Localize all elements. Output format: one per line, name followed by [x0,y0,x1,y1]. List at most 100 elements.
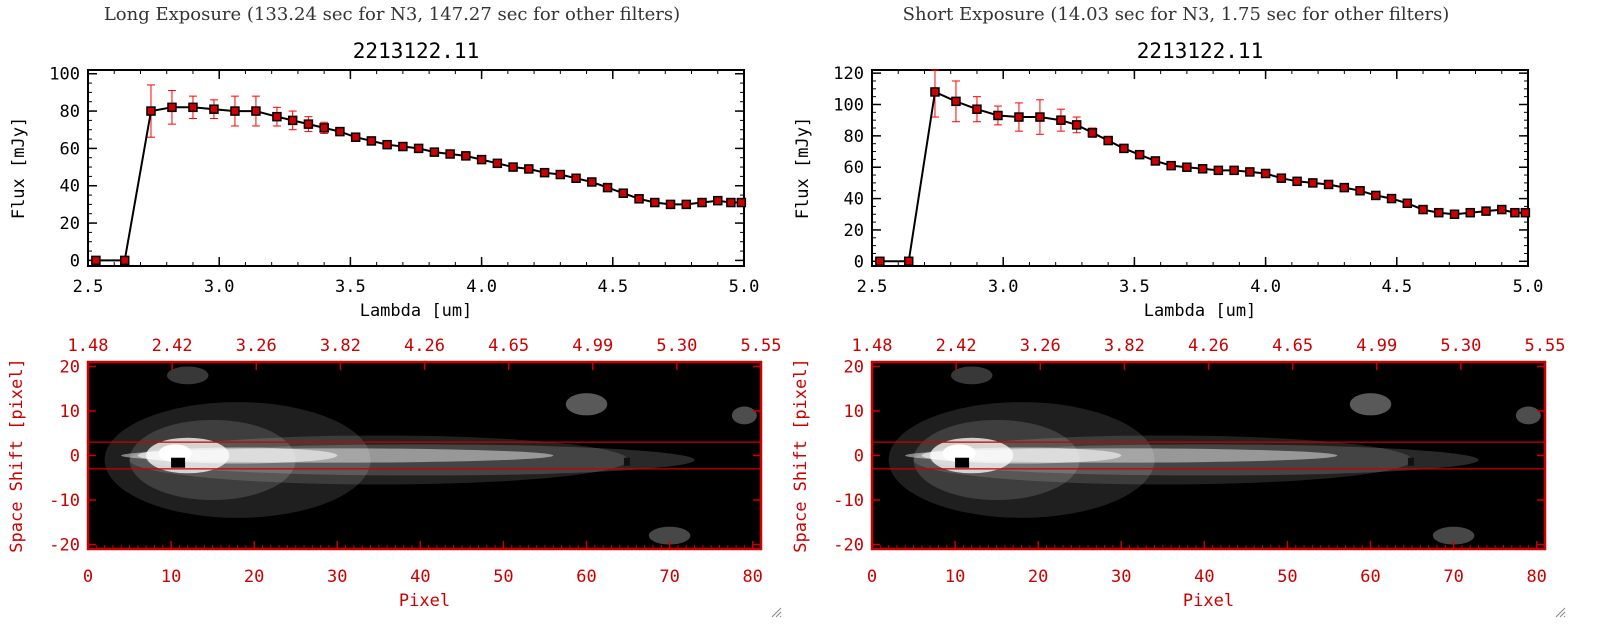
short-exposure-figure: 2213122.112.5 3.0 3.5 4.0 4.5 5.0020406080100… [791,39,1566,611]
data-point [555,169,566,180]
faint-source [950,366,993,385]
data-point [1323,179,1334,190]
y-tick-label: -20 [49,536,80,556]
x-tick-label: 80 [1526,567,1546,587]
panel-caption: Short Exposure (14.03 sec for N3, 1.75 s… [902,4,1450,25]
y-tick-label: 40 [60,177,80,197]
faint-source [1432,526,1475,545]
x-tick-label: 60 [576,567,596,587]
data-point [972,104,982,114]
top-tick-label: 5.55 [1525,336,1566,356]
data-point [1182,162,1192,172]
y-tick-label: 20 [844,357,864,377]
dark-pixel [1407,457,1414,466]
data-point [508,162,518,172]
y-tick-label: 20 [60,357,80,377]
x-tick-label: 4.5 [597,277,628,297]
top-tick-label: 3.26 [1020,336,1061,356]
chart-title: 2213122.11 [353,39,479,63]
x-tick-label: 4.0 [466,277,497,297]
top-tick-label: 4.99 [572,336,613,356]
data-point [1134,149,1145,160]
x-tick-label: 3.0 [988,277,1019,297]
data-point [1449,209,1460,220]
x-tick-label: 3.0 [204,277,235,297]
top-tick-label: 3.82 [1104,336,1145,356]
data-point [1339,182,1350,193]
x-tick-label: 3.5 [1119,277,1150,297]
data-point [1035,112,1045,122]
data-point [429,147,440,157]
data-point [903,256,914,267]
x-tick-label: 4.0 [1250,277,1281,297]
data-point [209,104,219,114]
x-tick-label: 70 [1443,567,1463,587]
resize-grip-icon[interactable] [770,606,782,618]
spectrum-image [888,366,1541,545]
y-axis-label: Flux [mJy] [793,117,813,219]
data-point [1481,206,1491,216]
x-axis-label: Pixel [1183,591,1234,611]
x-tick-label: 80 [742,567,762,587]
y-tick-label: 60 [60,139,80,159]
y-tick-label: 20 [844,221,864,241]
x-tick-label: 4.5 [1381,277,1412,297]
data-point [665,199,676,210]
data-point [251,106,261,116]
data-point [1418,204,1428,215]
data-point [875,256,885,267]
data-point [1103,135,1113,146]
y-tick-label: 100 [49,65,80,85]
x-tick-label: 50 [1277,567,1297,587]
data-point [736,197,747,208]
y-tick-label: 120 [833,64,864,84]
x-tick-label: 10 [161,567,181,587]
data-point [1213,165,1224,176]
x-axis-label: Lambda [um] [360,301,473,321]
data-point [681,199,692,210]
resize-grip-icon[interactable] [1554,606,1566,618]
faint-source [166,366,209,385]
spectrum-image [104,366,757,545]
data-point [1308,178,1318,188]
data-point [1276,173,1287,183]
saturated-pixel [171,457,186,468]
x-tick-label: 40 [410,567,430,587]
y-tick-label: 40 [844,190,864,210]
top-tick-label: 5.30 [1440,336,1481,356]
x-tick-label: 20 [1028,567,1048,587]
x-tick-label: 5.0 [1513,277,1544,297]
y-tick-label: 10 [844,402,864,422]
x-tick-label: 2.5 [73,277,104,297]
data-point [634,194,644,204]
data-point [1260,168,1271,179]
x-tick-label: 5.0 [729,277,760,297]
top-tick-label: 4.26 [404,336,445,356]
plot-frame [871,69,1529,267]
y-tick-label: 80 [844,127,864,147]
data-point [571,173,581,184]
top-tick-label: 4.65 [488,336,529,356]
data-point [726,197,736,208]
data-point [319,123,329,133]
data-point [618,188,629,198]
x-tick-label: 0 [83,567,93,587]
x-tick-label: 10 [945,567,965,587]
x-axis-label: Lambda [um] [1144,301,1257,321]
x-tick-label: 0 [867,567,877,587]
x-tick-label: 20 [244,567,264,587]
data-point [119,255,130,266]
data-point [398,141,408,152]
data-point [587,177,597,187]
data-point [930,87,940,97]
data-point [524,164,534,174]
data-point [1197,164,1208,174]
data-point [1386,193,1397,204]
data-point [1292,176,1302,187]
data-point [382,139,392,150]
data-point [303,119,314,129]
data-point [1119,143,1129,154]
y-tick-label: 0 [854,447,864,467]
chart-title: 2213122.11 [1137,39,1263,63]
faint-source [1515,406,1541,425]
